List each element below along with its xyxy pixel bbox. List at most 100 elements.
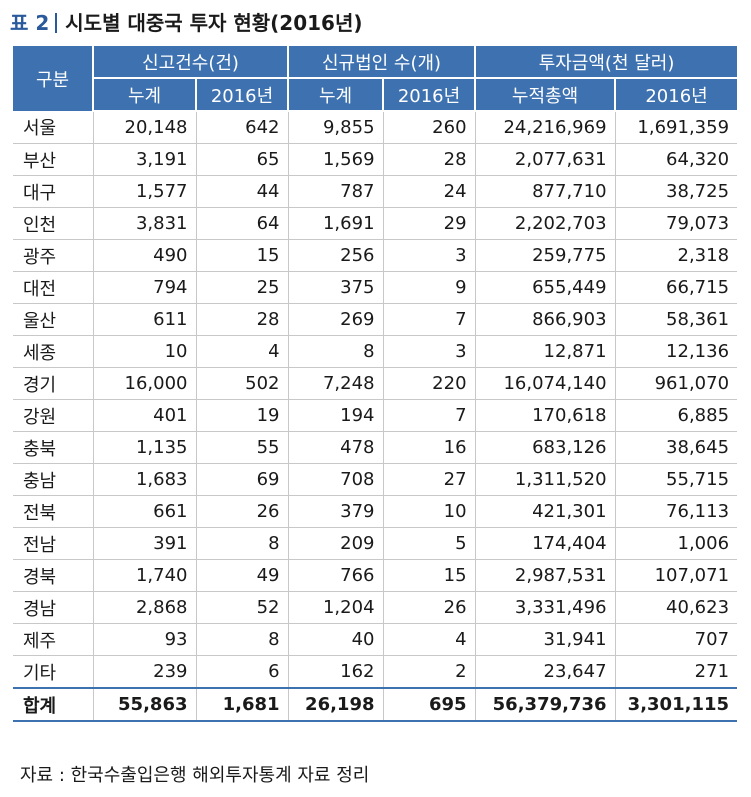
table-cell: 8	[196, 527, 289, 560]
table-row: 경기 16,000 502 7,248 220 16,074,140 961,070	[13, 367, 738, 400]
table-cell: 1,683	[93, 463, 197, 496]
table-cell: 55,715	[615, 463, 738, 496]
table-cell: 16,000	[93, 367, 197, 400]
header-sub: 2016년	[615, 78, 738, 112]
table-cell: 6	[196, 655, 289, 689]
table-cell: 69	[196, 463, 289, 496]
table-cell: 23,647	[475, 655, 616, 689]
table-row: 대전 794 25 375 9 655,449 66,715	[13, 271, 738, 304]
region-name: 제주	[13, 623, 94, 656]
table-cell: 26,198	[288, 687, 384, 722]
table-row: 전북 661 26 379 10 421,301 76,113	[13, 495, 738, 528]
table-cell: 502	[196, 367, 289, 400]
region-name: 부산	[13, 143, 94, 176]
table-cell: 2,318	[615, 239, 738, 272]
table-cell: 26	[383, 591, 476, 624]
header-region: 구분	[13, 46, 94, 111]
table-cell: 24,216,969	[475, 111, 616, 144]
table-cell: 787	[288, 175, 384, 208]
table-cell: 19	[196, 399, 289, 432]
header-sub: 누계	[288, 78, 385, 112]
table-cell: 3,331,496	[475, 591, 616, 624]
table-cell: 611	[93, 303, 197, 336]
header-sub: 누계	[93, 78, 197, 112]
table-cell: 4	[196, 335, 289, 368]
table-cell: 766	[288, 559, 384, 592]
table-cell: 1,204	[288, 591, 384, 624]
table-cell: 961,070	[615, 367, 738, 400]
header-sub: 누적총액	[475, 78, 617, 112]
table-row: 제주 93 8 40 4 31,941 707	[13, 623, 738, 656]
table-cell: 56,379,736	[475, 687, 616, 722]
table-row: 충남 1,683 69 708 27 1,311,520 55,715	[13, 463, 738, 496]
region-name: 강원	[13, 399, 94, 432]
table-cell: 8	[288, 335, 384, 368]
table-cell: 27	[383, 463, 476, 496]
table-row: 충북 1,135 55 478 16 683,126 38,645	[13, 431, 738, 464]
region-name: 경남	[13, 591, 94, 624]
table-cell: 44	[196, 175, 289, 208]
table-cell: 58,361	[615, 303, 738, 336]
table-cell: 239	[93, 655, 197, 689]
table-cell: 64,320	[615, 143, 738, 176]
region-name: 울산	[13, 303, 94, 336]
table-cell: 12,871	[475, 335, 616, 368]
table-row: 부산 3,191 65 1,569 28 2,077,631 64,320	[13, 143, 738, 176]
region-name: 경기	[13, 367, 94, 400]
table-cell: 1,691	[288, 207, 384, 240]
table-cell: 40	[288, 623, 384, 656]
table-cell: 38,645	[615, 431, 738, 464]
title-separator	[55, 13, 58, 33]
table-cell: 220	[383, 367, 476, 400]
table-cell: 7	[383, 399, 476, 432]
table-cell: 24	[383, 175, 476, 208]
table-cell: 79,073	[615, 207, 738, 240]
table-cell: 1,681	[196, 687, 289, 722]
table-cell: 271	[615, 655, 738, 689]
table-cell: 2,202,703	[475, 207, 616, 240]
table-row: 광주 490 15 256 3 259,775 2,318	[13, 239, 738, 272]
table-row: 대구 1,577 44 787 24 877,710 38,725	[13, 175, 738, 208]
source-note: 자료 : 한국수출입은행 해외투자통계 자료 정리	[20, 765, 370, 786]
table-row: 경북 1,740 49 766 15 2,987,531 107,071	[13, 559, 738, 592]
region-name: 충북	[13, 431, 94, 464]
table-cell: 3,301,115	[615, 687, 738, 722]
table-row: 울산 611 28 269 7 866,903 58,361	[13, 303, 738, 336]
table-cell: 6,885	[615, 399, 738, 432]
table-cell: 12,136	[615, 335, 738, 368]
table-cell: 421,301	[475, 495, 616, 528]
table-cell: 2,077,631	[475, 143, 616, 176]
table-cell: 1,691,359	[615, 111, 738, 144]
table-cell: 260	[383, 111, 476, 144]
table-row: 기타 239 6 162 2 23,647 271	[13, 655, 738, 689]
region-name: 광주	[13, 239, 94, 272]
investment-table: 구분 신고건수(건) 신규법인 수(개) 투자금액(천 달러) 누계 2016년…	[13, 46, 738, 722]
table-cell: 162	[288, 655, 384, 689]
table-cell: 29	[383, 207, 476, 240]
table-cell: 269	[288, 303, 384, 336]
table-cell: 7	[383, 303, 476, 336]
table-cell: 16	[383, 431, 476, 464]
table-cell: 655,449	[475, 271, 616, 304]
table-row: 인천 3,831 64 1,691 29 2,202,703 79,073	[13, 207, 738, 240]
table-cell: 28	[383, 143, 476, 176]
table-cell: 5	[383, 527, 476, 560]
table-row: 서울 20,148 642 9,855 260 24,216,969 1,691,359	[13, 111, 738, 144]
table-cell: 107,071	[615, 559, 738, 592]
table-cell: 259,775	[475, 239, 616, 272]
table-cell: 661	[93, 495, 197, 528]
table-cell: 2,987,531	[475, 559, 616, 592]
table-cell: 1,006	[615, 527, 738, 560]
table-row: 세종 10 4 8 3 12,871 12,136	[13, 335, 738, 368]
table-cell: 866,903	[475, 303, 616, 336]
region-name: 전남	[13, 527, 94, 560]
table-cell: 256	[288, 239, 384, 272]
table-cell: 708	[288, 463, 384, 496]
table-cell: 1,569	[288, 143, 384, 176]
header-sub: 2016년	[383, 78, 477, 112]
table-cell: 49	[196, 559, 289, 592]
table-cell: 3	[383, 335, 476, 368]
total-label: 합계	[13, 687, 94, 722]
table-cell: 25	[196, 271, 289, 304]
table-cell: 391	[93, 527, 197, 560]
